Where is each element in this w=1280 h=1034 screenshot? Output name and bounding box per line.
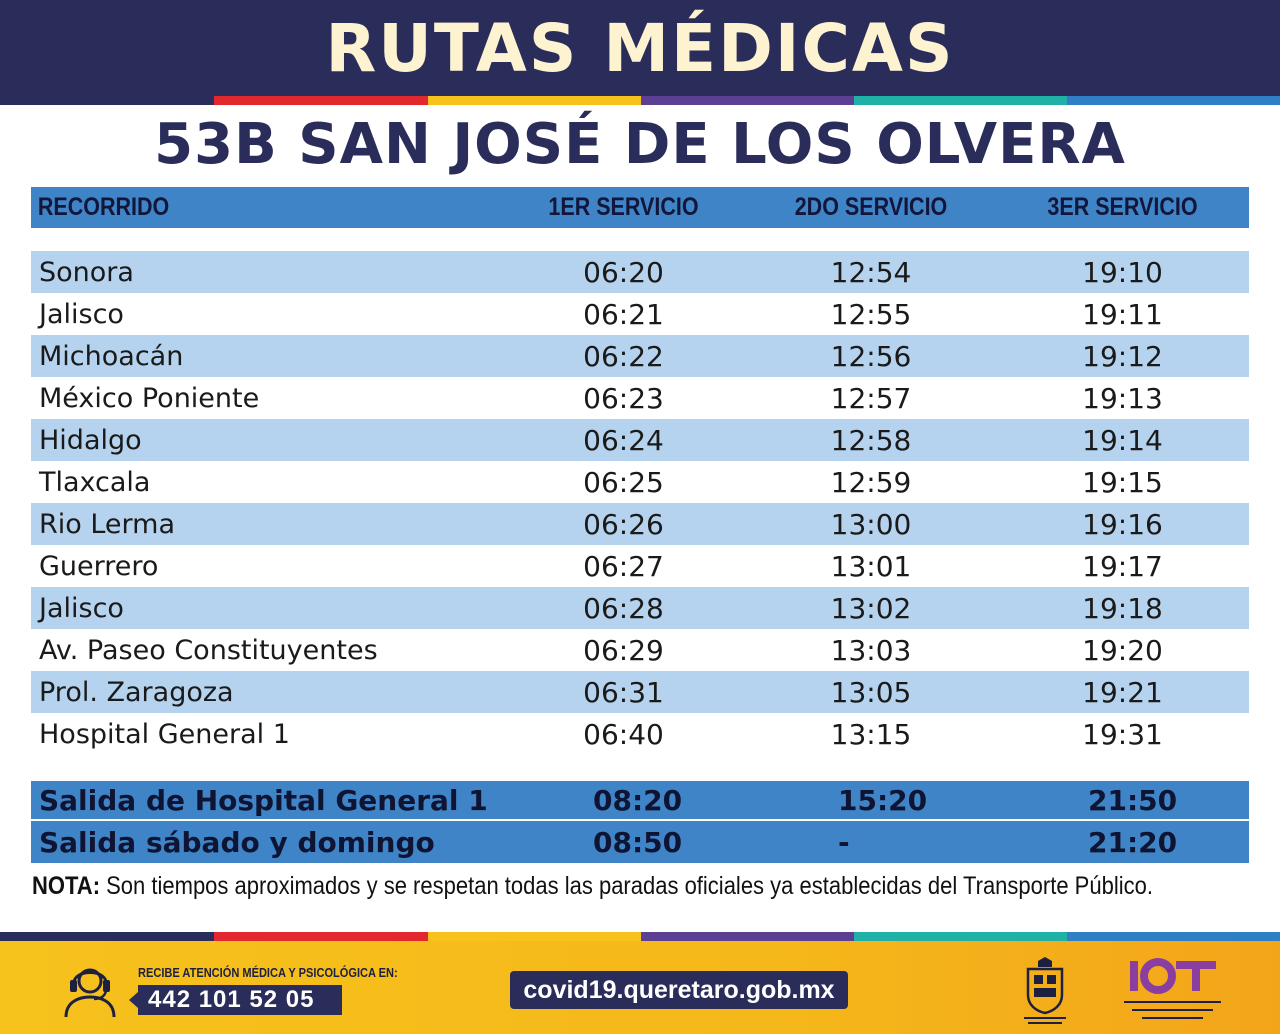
exit-label: Salida de Hospital General 1 (39, 783, 488, 817)
stop-name: Tlaxcala (39, 466, 151, 498)
headset-icon (64, 968, 116, 1018)
time-3: 19:12 (1082, 339, 1163, 373)
exit-time-2: - (838, 825, 850, 859)
time-3: 19:11 (1082, 297, 1163, 331)
website-box[interactable]: covid19.queretaro.gob.mx (510, 971, 848, 1009)
table-row: Guerrero 06:27 13:01 19:17 (31, 545, 1249, 587)
stop-name: México Poniente (39, 382, 260, 414)
time-3: 19:14 (1082, 423, 1163, 457)
time-1: 06:20 (583, 255, 664, 289)
note-text: NOTA: Son tiempos aproximados y se respe… (32, 872, 1153, 901)
page-title: RUTAS MÉDICAS (325, 9, 955, 87)
stop-name: Hidalgo (39, 424, 142, 456)
website-link[interactable]: covid19.queretaro.gob.mx (523, 975, 835, 1004)
color-stripe-bottom (0, 932, 1280, 941)
queretaro-seal-logo (1024, 957, 1066, 1024)
time-2: 13:05 (830, 675, 912, 709)
time-2: 13:15 (830, 717, 912, 751)
stop-name: Hospital General 1 (39, 718, 290, 750)
time-2: 12:58 (830, 423, 912, 457)
stop-name: Guerrero (39, 550, 159, 582)
time-2: 12:54 (830, 255, 912, 289)
time-3: 19:13 (1082, 381, 1163, 415)
exit-time-1: 08:20 (593, 783, 683, 817)
table-row: Prol. Zaragoza 06:31 13:05 19:21 (31, 671, 1249, 713)
time-3: 19:18 (1082, 591, 1163, 625)
note-label: NOTA: (32, 872, 101, 900)
header-1er-servicio: 1ER SERVICIO (548, 193, 699, 221)
table-row: Jalisco 06:21 12:55 19:11 (31, 293, 1249, 335)
note-body: Son tiempos aproximados y se respetan to… (100, 872, 1153, 900)
stop-name: Michoacán (39, 340, 184, 372)
time-3: 19:17 (1082, 549, 1163, 583)
header-bar: RUTAS MÉDICAS (0, 0, 1280, 96)
time-1: 06:28 (583, 591, 664, 625)
time-1: 06:25 (583, 465, 664, 499)
time-3: 19:20 (1082, 633, 1163, 667)
schedule-table: RECORRIDO 1ER SERVICIO 2DO SERVICIO 3ER … (31, 187, 1249, 863)
table-row: Jalisco 06:28 13:02 19:18 (31, 587, 1249, 629)
table-row: Hospital General 1 06:40 13:15 19:31 (31, 713, 1249, 755)
time-2: 12:55 (830, 297, 912, 331)
header-recorrido: RECORRIDO (37, 193, 170, 221)
table-row: Rio Lerma 06:26 13:00 19:16 (31, 503, 1249, 545)
time-2: 13:02 (830, 591, 912, 625)
exit-time-2: 15:20 (838, 783, 928, 817)
header-2do-servicio: 2DO SERVICIO (794, 193, 948, 221)
exit-row-weekend: Salida sábado y domingo 08:50 - 21:20 (31, 821, 1249, 863)
phone-number[interactable]: 442 101 52 05 (148, 986, 315, 1013)
iqt-logo (1124, 958, 1221, 1019)
time-1: 06:23 (583, 381, 664, 415)
exit-row-hospital: Salida de Hospital General 1 08:20 15:20… (31, 781, 1249, 819)
exit-label: Salida sábado y domingo (39, 825, 435, 859)
stop-name: Jalisco (39, 592, 124, 624)
route-title: 53B SAN JOSÉ DE LOS OLVERA (154, 112, 1126, 177)
phone-box: 442 101 52 05 (129, 985, 342, 1015)
stop-name: Jalisco (39, 298, 124, 330)
time-1: 06:22 (583, 339, 664, 373)
footer: RECIBE ATENCIÓN MÉDICA Y PSICOLÓGICA EN:… (0, 941, 1280, 1034)
time-1: 06:21 (583, 297, 664, 331)
table-header-row: RECORRIDO 1ER SERVICIO 2DO SERVICIO 3ER … (31, 187, 1249, 228)
time-2: 12:56 (830, 339, 912, 373)
time-1: 06:29 (583, 633, 664, 667)
exit-time-1: 08:50 (593, 825, 683, 859)
header-3er-servicio: 3ER SERVICIO (1047, 193, 1198, 221)
time-3: 19:21 (1082, 675, 1163, 709)
table-row: Michoacán 06:22 12:56 19:12 (31, 335, 1249, 377)
time-1: 06:26 (583, 507, 664, 541)
time-2: 13:03 (830, 633, 912, 667)
stop-name: Av. Paseo Constituyentes (39, 634, 378, 666)
time-2: 13:00 (830, 507, 912, 541)
time-1: 06:24 (583, 423, 664, 457)
attention-label: RECIBE ATENCIÓN MÉDICA Y PSICOLÓGICA EN: (138, 965, 398, 980)
time-2: 12:57 (830, 381, 912, 415)
table-row: Sonora 06:20 12:54 19:10 (31, 251, 1249, 293)
table-row: Tlaxcala 06:25 12:59 19:15 (31, 461, 1249, 503)
time-2: 13:01 (830, 549, 912, 583)
time-1: 06:40 (583, 717, 664, 751)
time-2: 12:59 (830, 465, 912, 499)
exit-time-3: 21:50 (1088, 783, 1178, 817)
time-3: 19:16 (1082, 507, 1163, 541)
table-row: Av. Paseo Constituyentes 06:29 13:03 19:… (31, 629, 1249, 671)
color-stripe-top (0, 96, 1280, 105)
stop-name: Rio Lerma (39, 508, 176, 540)
stop-name: Sonora (39, 256, 134, 288)
time-3: 19:10 (1082, 255, 1163, 289)
time-1: 06:27 (583, 549, 664, 583)
table-row: México Poniente 06:23 12:57 19:13 (31, 377, 1249, 419)
table-row: Hidalgo 06:24 12:58 19:14 (31, 419, 1249, 461)
time-3: 19:31 (1082, 717, 1163, 751)
exit-time-3: 21:20 (1088, 825, 1178, 859)
time-1: 06:31 (583, 675, 664, 709)
stop-name: Prol. Zaragoza (39, 676, 234, 708)
time-3: 19:15 (1082, 465, 1163, 499)
